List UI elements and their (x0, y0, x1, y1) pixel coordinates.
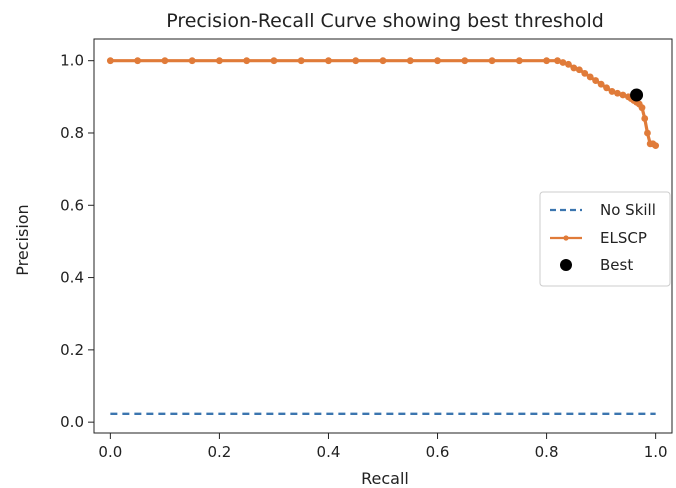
y-tick-label: 0.8 (60, 124, 84, 142)
elscp-point (559, 59, 567, 66)
y-tick-label: 1.0 (60, 52, 84, 70)
elscp-point (644, 129, 651, 137)
elscp-point (488, 57, 496, 65)
legend-best-label: Best (600, 256, 633, 274)
y-axis: 0.0 0.2 0.4 0.6 0.8 1.0 (60, 52, 94, 431)
x-tick-label: 1.0 (644, 443, 668, 461)
elscp-point (270, 57, 278, 65)
elscp-point (243, 57, 251, 65)
elscp-point (161, 57, 169, 65)
elscp-point (638, 104, 646, 112)
elscp-point (652, 142, 660, 150)
elscp-point (106, 57, 114, 65)
elscp-point (581, 69, 589, 77)
y-tick-label: 0.4 (60, 269, 84, 287)
legend-box (539, 191, 671, 287)
elscp-point (608, 88, 616, 95)
legend-elscp-marker (563, 235, 569, 241)
elscp-point (570, 64, 578, 72)
elscp-point (297, 57, 305, 65)
legend-best-marker (560, 259, 572, 271)
elscp-point (641, 115, 649, 122)
elscp-point (592, 77, 600, 84)
elscp-point (597, 80, 605, 88)
elscp-point (614, 89, 621, 97)
x-tick-label: 0.0 (98, 443, 122, 461)
elscp-point (603, 84, 610, 92)
chart-title: Precision-Recall Curve showing best thre… (166, 10, 604, 32)
y-tick-label: 0.6 (60, 196, 84, 214)
x-tick-label: 0.8 (535, 443, 559, 461)
x-axis-label: Recall (361, 469, 409, 488)
elscp-point (543, 57, 550, 65)
x-tick-label: 0.2 (207, 443, 231, 461)
elscp-point (619, 91, 627, 99)
x-axis: 0.0 0.2 0.4 0.6 0.8 1.0 (98, 433, 668, 461)
elscp-point (515, 57, 523, 65)
elscp-point (575, 66, 583, 74)
elscp-point (325, 57, 332, 65)
elscp-point (134, 57, 142, 65)
y-axis-label: Precision (13, 204, 32, 275)
x-tick-label: 0.6 (426, 443, 450, 461)
elscp-point (379, 57, 387, 65)
elscp-point (352, 57, 360, 65)
elscp-point (461, 57, 469, 65)
legend: No Skill ELSCP Best (539, 191, 671, 287)
best-point (630, 88, 644, 102)
y-tick-label: 0.0 (60, 413, 84, 431)
plot-area (106, 57, 660, 416)
legend-elscp-label: ELSCP (600, 229, 647, 247)
plot-frame (93, 38, 673, 434)
elscp-point (564, 60, 572, 68)
legend-no-skill-label: No Skill (600, 201, 656, 219)
x-tick-label: 0.4 (317, 443, 341, 461)
y-tick-label: 0.2 (60, 341, 84, 359)
elscp-point (554, 57, 561, 65)
elscp-point (406, 57, 414, 65)
elscp-point (188, 57, 196, 65)
elscp-point (216, 57, 223, 65)
elscp-point (586, 73, 594, 81)
elscp-point (434, 57, 441, 65)
